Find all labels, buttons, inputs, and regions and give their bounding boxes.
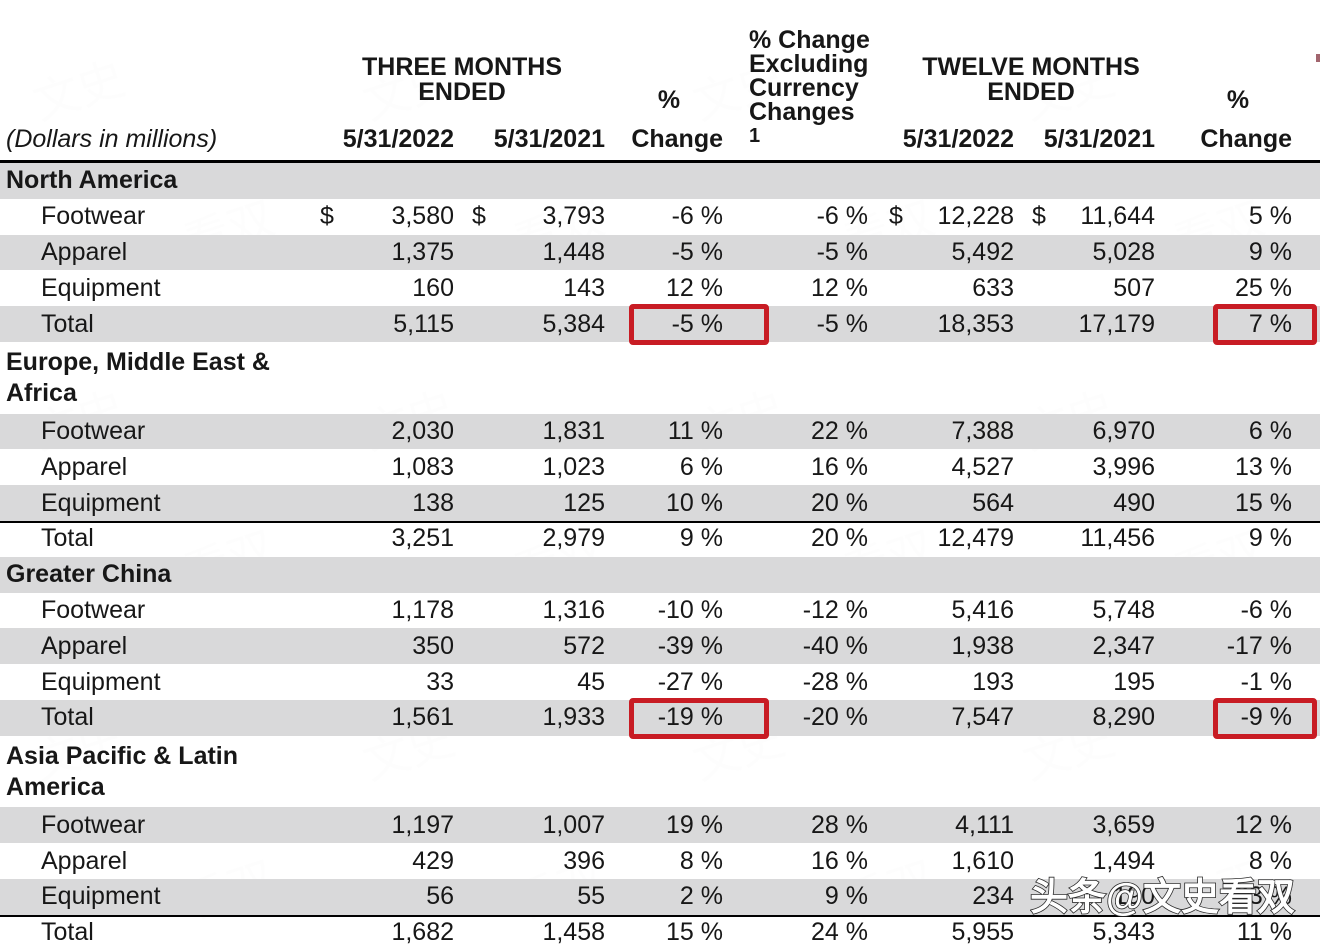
svg-text:头条@文史看双: 头条@文史看双 — [1030, 877, 1295, 919]
